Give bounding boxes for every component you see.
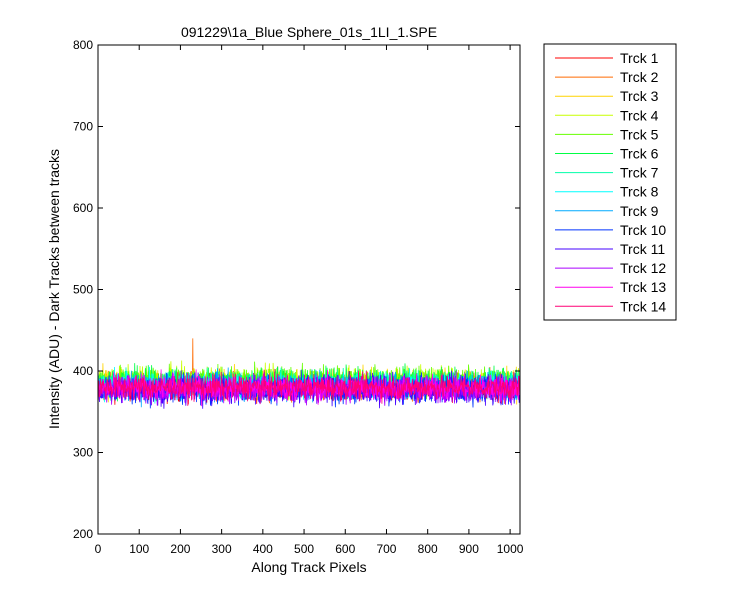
x-tick-label: 200 <box>170 542 190 556</box>
x-tick-label: 600 <box>335 542 355 556</box>
x-axis: 0 100 200 300 400 500 600 700 800 900 1000 <box>95 45 524 556</box>
x-tick-label: 700 <box>376 542 396 556</box>
x-tick-label: 900 <box>459 542 479 556</box>
legend-label: Trck 7 <box>620 165 659 181</box>
y-tick-label: 500 <box>73 283 93 297</box>
legend-label: Trck 2 <box>620 69 659 85</box>
x-tick-label: 300 <box>212 542 232 556</box>
legend: Trck 1 Trck 2 Trck 3 Trck 4 Trck 5 Trck 6 Trck… <box>543 43 677 321</box>
y-tick-label: 600 <box>73 201 93 215</box>
y-tick-label: 800 <box>73 38 93 52</box>
legend-label: Trck 9 <box>620 203 659 219</box>
y-tick-label: 300 <box>73 446 93 460</box>
legend-label: Trck 3 <box>620 88 659 104</box>
y-axis: 200 300 400 500 600 700 800 <box>73 38 520 541</box>
legend-box <box>543 43 677 321</box>
x-tick-label: 800 <box>418 542 438 556</box>
y-tick-label: 700 <box>73 120 93 134</box>
series-lines <box>98 338 521 409</box>
legend-label: Trck 12 <box>620 260 666 276</box>
y-tick-label: 400 <box>73 364 93 378</box>
legend-label: Trck 10 <box>620 222 666 238</box>
x-tick-label: 400 <box>253 542 273 556</box>
x-tick-label: 0 <box>95 542 102 556</box>
chart-title: 091229\1a_Blue Sphere_01s_1LI_1.SPE <box>181 24 437 40</box>
legend-label: Trck 4 <box>620 107 659 123</box>
plot-frame <box>97 44 521 535</box>
legend-label: Trck 6 <box>620 146 659 162</box>
legend-label: Trck 11 <box>620 241 665 257</box>
legend-label: Trck 8 <box>620 184 659 200</box>
y-tick-label: 200 <box>73 527 93 541</box>
y-axis-label: Intensity (ADU) - Dark Tracks between tr… <box>46 149 62 429</box>
series-line-14 <box>98 368 521 406</box>
x-axis-label: Along Track Pixels <box>251 559 366 575</box>
legend-label: Trck 13 <box>620 279 666 295</box>
x-tick-label: 500 <box>294 542 314 556</box>
legend-label: Trck 14 <box>620 298 666 314</box>
legend-label: Trck 5 <box>620 126 659 142</box>
legend-label: Trck 1 <box>620 50 659 66</box>
x-tick-label: 100 <box>129 542 149 556</box>
x-tick-label: 1000 <box>497 542 524 556</box>
